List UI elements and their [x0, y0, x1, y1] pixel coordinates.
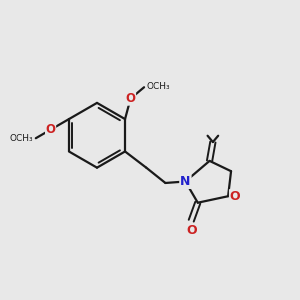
Text: O: O: [46, 123, 56, 136]
Text: O: O: [186, 224, 196, 237]
Text: O: O: [230, 190, 240, 203]
Text: N: N: [180, 175, 190, 188]
Text: OCH₃: OCH₃: [146, 82, 170, 91]
Text: O: O: [125, 92, 136, 105]
Text: OCH₃: OCH₃: [10, 134, 33, 143]
